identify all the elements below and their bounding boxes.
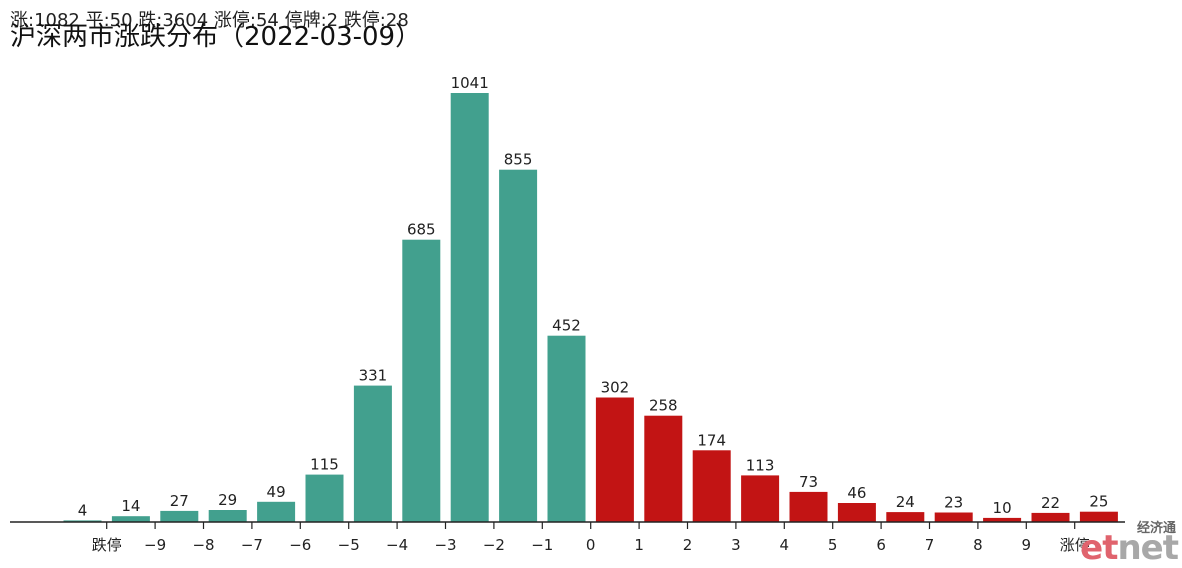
bar-12 (644, 415, 683, 522)
etnet-logo: etnet (1080, 528, 1179, 568)
bar-16 (837, 503, 876, 522)
bar-value-label-4: 49 (267, 483, 286, 501)
bar-value-label-21: 25 (1089, 493, 1108, 511)
bar-18 (934, 512, 973, 522)
bar-value-label-16: 46 (847, 484, 866, 502)
x-tick-label-11: 1 (634, 536, 644, 554)
bar-value-label-3: 29 (218, 491, 237, 509)
bar-value-label-10: 452 (552, 317, 581, 335)
bar-value-label-8: 1041 (451, 74, 489, 92)
bar-value-label-13: 174 (697, 431, 726, 449)
x-tick-label-1: −9 (144, 536, 166, 554)
chart-summary: 涨:1082 平:50 跌:3604 涨停:54 停牌:2 跌停:28 (10, 10, 409, 31)
x-tick-label-2: −8 (192, 536, 214, 554)
bar-4 (257, 501, 296, 522)
bar-14 (741, 475, 780, 522)
bar-21 (1079, 511, 1118, 522)
bar-value-label-5: 115 (310, 456, 339, 474)
bar-7 (402, 239, 441, 522)
x-tick-label-16: 6 (876, 536, 886, 554)
bar-value-label-2: 27 (170, 492, 189, 510)
bar-3 (208, 510, 247, 522)
bar-9 (499, 169, 538, 522)
x-tick-label-7: −3 (434, 536, 456, 554)
bar-value-label-15: 73 (799, 473, 818, 491)
x-tick-label-6: −4 (386, 536, 408, 554)
bar-13 (692, 450, 731, 522)
bar-value-label-9: 855 (504, 151, 533, 169)
bar-value-label-11: 302 (601, 379, 630, 397)
bar-value-label-17: 24 (896, 493, 915, 511)
bar-value-label-18: 23 (944, 494, 963, 512)
bar-value-label-6: 331 (359, 367, 388, 385)
logo-text-et: et (1080, 528, 1118, 568)
bar-2 (160, 510, 199, 522)
bar-6 (353, 385, 392, 522)
bar-value-label-1: 14 (121, 497, 140, 515)
x-tick-label-5: −5 (338, 536, 360, 554)
bar-value-label-7: 685 (407, 221, 436, 239)
bar-17 (886, 512, 925, 522)
x-tick-label-13: 3 (731, 536, 741, 554)
bar-5 (305, 474, 344, 522)
x-tick-label-14: 4 (780, 536, 790, 554)
bar-20 (1031, 512, 1070, 522)
x-tick-label-15: 5 (828, 536, 838, 554)
x-tick-label-12: 2 (683, 536, 693, 554)
x-tick-label-17: 7 (925, 536, 935, 554)
x-tick-label-18: 8 (973, 536, 983, 554)
logo-text-net: net (1117, 528, 1179, 568)
bar-15 (789, 491, 828, 522)
watermark-cn: 经济通 (1136, 521, 1176, 536)
x-tick-label-20: 涨停 (1060, 536, 1090, 554)
bar-19 (983, 517, 1022, 522)
bar-0 (63, 520, 102, 522)
x-tick-label-4: −6 (289, 536, 311, 554)
x-tick-label-10: 0 (586, 536, 596, 554)
bar-8 (450, 93, 489, 522)
bar-value-label-14: 113 (746, 456, 775, 474)
x-tick-label-0: 跌停 (92, 536, 122, 554)
bar-value-label-12: 258 (649, 397, 678, 415)
bar-10 (547, 335, 586, 522)
x-tick-label-3: −7 (241, 536, 263, 554)
bar-1 (111, 516, 150, 522)
x-tick-label-9: −1 (531, 536, 553, 554)
x-tick-label-8: −2 (483, 536, 505, 554)
x-tick-label-19: 9 (1022, 536, 1032, 554)
bar-value-label-0: 4 (78, 501, 88, 519)
bar-value-label-19: 10 (993, 499, 1012, 517)
bar-11 (595, 397, 634, 522)
chart-title: 沪深两市涨跌分布（2022-03-09） (10, 22, 422, 52)
bar-value-label-20: 22 (1041, 494, 1060, 512)
